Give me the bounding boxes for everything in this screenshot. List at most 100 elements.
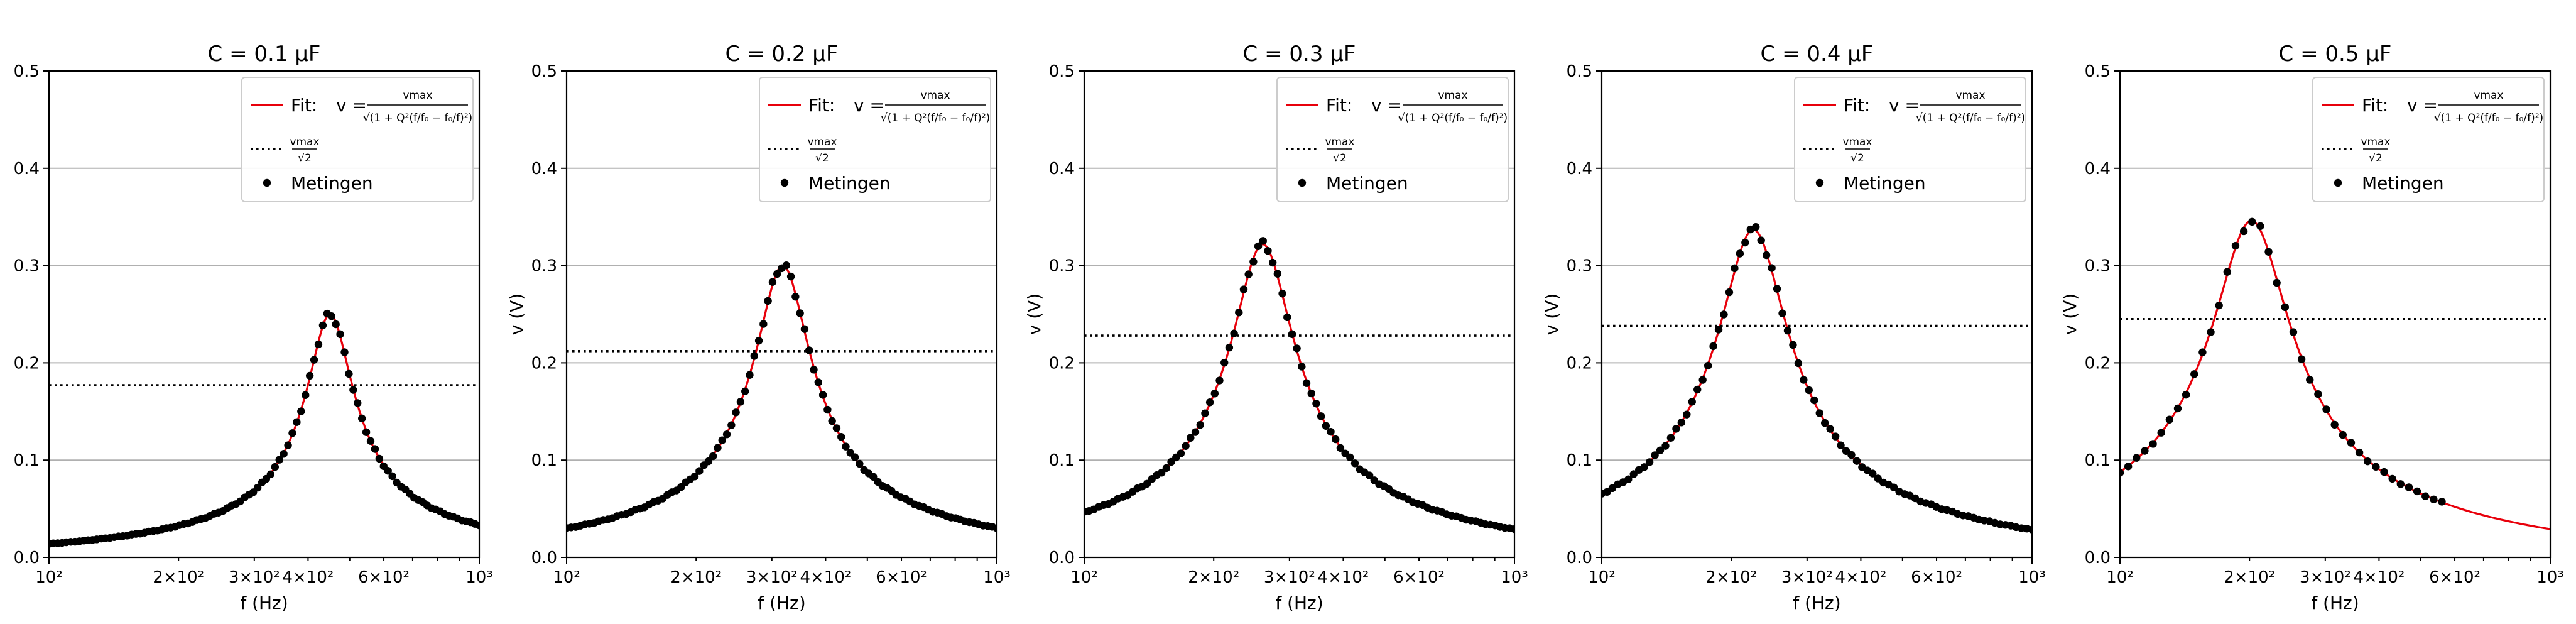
y-tick-label: 0.1 (2085, 451, 2111, 470)
x-tick-label: 10³ (1501, 568, 1528, 587)
measurement-point (1230, 329, 1238, 337)
measurement-point (314, 340, 323, 349)
x-tick-label: 2×10² (1705, 568, 1757, 587)
measurement-point (318, 321, 327, 330)
measurement-point (1327, 427, 1335, 436)
y-tick-label: 0.4 (1567, 160, 1592, 178)
legend-fit-formula-lhs: v = (1371, 95, 1402, 116)
measurement-point (1698, 376, 1707, 384)
y-tick-label: 0.2 (14, 354, 40, 373)
y-tick-label: 0.5 (1567, 62, 1592, 81)
measurement-point (800, 325, 809, 333)
y-tick-label: 0.3 (2085, 257, 2111, 276)
y-tick-label: 0.1 (1567, 451, 1592, 470)
measurement-point (759, 320, 768, 328)
measurement-point (271, 463, 279, 471)
chart-panel-4: 0.0 0.1 0.2 0.3 0.4 0.5 10² 2×10² 3×10² 4×10² 6×10… (1541, 41, 2046, 613)
legend-box (2312, 77, 2545, 202)
measurement-point (1805, 386, 1813, 395)
measurement-point (814, 378, 823, 386)
measurement-point (297, 407, 305, 415)
measurement-point (828, 417, 836, 425)
y-tick-label: 0.0 (1049, 549, 1075, 567)
x-tick-label: 2×10² (2224, 568, 2275, 587)
measurement-point (1852, 457, 1861, 465)
measurement-point (1278, 289, 1286, 298)
fit-curve (2120, 219, 2550, 530)
measurement-point (782, 261, 790, 270)
measurement-point (1365, 471, 1374, 479)
measurement-point (2182, 390, 2190, 399)
measurement-point (842, 442, 850, 451)
measurement-point (805, 346, 813, 354)
measurement-point (851, 453, 859, 461)
measurement-point (2239, 227, 2248, 236)
measurement-point (2133, 454, 2141, 462)
measurement-point (1831, 432, 1840, 441)
legend-measure-label: Metingen (2362, 173, 2444, 194)
x-tick-label: 2×10² (1188, 568, 1239, 587)
measurement-point (2314, 390, 2322, 398)
x-tick-label: 3×10² (229, 568, 280, 587)
measurement-point (1288, 330, 1296, 338)
measurement-point (773, 270, 781, 278)
measurement-point (856, 459, 864, 468)
measurement-point (1249, 258, 1258, 266)
measurement-point (1731, 264, 1739, 273)
measurement-point (2248, 217, 2256, 226)
measurement-point (1254, 242, 1263, 251)
measurement-point (2430, 495, 2438, 504)
measurement-point (2396, 480, 2405, 488)
legend-half-den: √2 (1333, 152, 1347, 165)
chart-panel-1: 0.0 0.1 0.2 0.3 0.4 0.5 10² 2×10² 3×10² 4×10² 6×10… (14, 41, 493, 613)
y-tick-label: 0.3 (14, 257, 40, 276)
y-axis-label: v (V) (506, 293, 527, 335)
measurement-point (2141, 447, 2149, 455)
measurement-point (722, 430, 731, 439)
measurement-point (1235, 309, 1243, 317)
x-tick-label: 10² (553, 568, 580, 587)
legend-measure-swatch (1298, 178, 1307, 187)
y-tick-label: 0.3 (531, 257, 557, 276)
y-tick-label: 0.0 (1567, 549, 1592, 567)
y-tick-label: 0.5 (2085, 62, 2111, 81)
y-axis-label: v (V) (1024, 293, 1045, 335)
measurement-point (1752, 223, 1760, 231)
measurement-point (1298, 363, 1306, 371)
y-tick-label: 0.3 (1049, 257, 1075, 276)
measurement-point (2372, 463, 2380, 471)
y-tick-label: 0.1 (14, 451, 40, 470)
measurement-point (1640, 463, 1648, 471)
measurement-point (1196, 420, 1204, 429)
x-tick-label: 10³ (983, 568, 1011, 587)
legend: Fit: v = vmax √(1 + Q²(f/f₀ − f₀/f)²) vmax √… (1276, 77, 1509, 202)
x-tick-label: 6×10² (876, 568, 927, 587)
x-tick-label: 10² (1070, 568, 1098, 587)
fit-curve (49, 313, 479, 545)
legend-half-num: vmax (2361, 136, 2390, 148)
measurement-point (1842, 447, 1850, 455)
legend-measure-swatch (1815, 178, 1824, 187)
x-axis-label: f (Hz) (240, 593, 288, 613)
measurement-point (1157, 469, 1166, 477)
x-axis-label: f (Hz) (2311, 593, 2359, 613)
measurement-point (1336, 444, 1345, 452)
legend-half-den: √2 (298, 152, 312, 165)
measurement-point (2297, 355, 2306, 363)
legend-box (1276, 77, 1509, 202)
measurement-point (2124, 463, 2133, 471)
measurement-point (2438, 498, 2446, 506)
measurement-point (280, 450, 288, 458)
measurement-point (1322, 422, 1330, 430)
legend-fit-formula-lhs: v = (854, 95, 884, 116)
x-axis-label: f (Hz) (1793, 593, 1840, 613)
legend-fit-label: Fit: (291, 95, 317, 116)
legend-half-den: √2 (1850, 152, 1864, 165)
measurement-point (1268, 258, 1277, 267)
measurement-point (2120, 469, 2124, 477)
measurement-point (293, 418, 301, 426)
x-tick-label: 3×10² (1781, 568, 1833, 587)
legend-half-num: vmax (1842, 136, 1872, 148)
x-tick-label: 6×10² (358, 568, 410, 587)
